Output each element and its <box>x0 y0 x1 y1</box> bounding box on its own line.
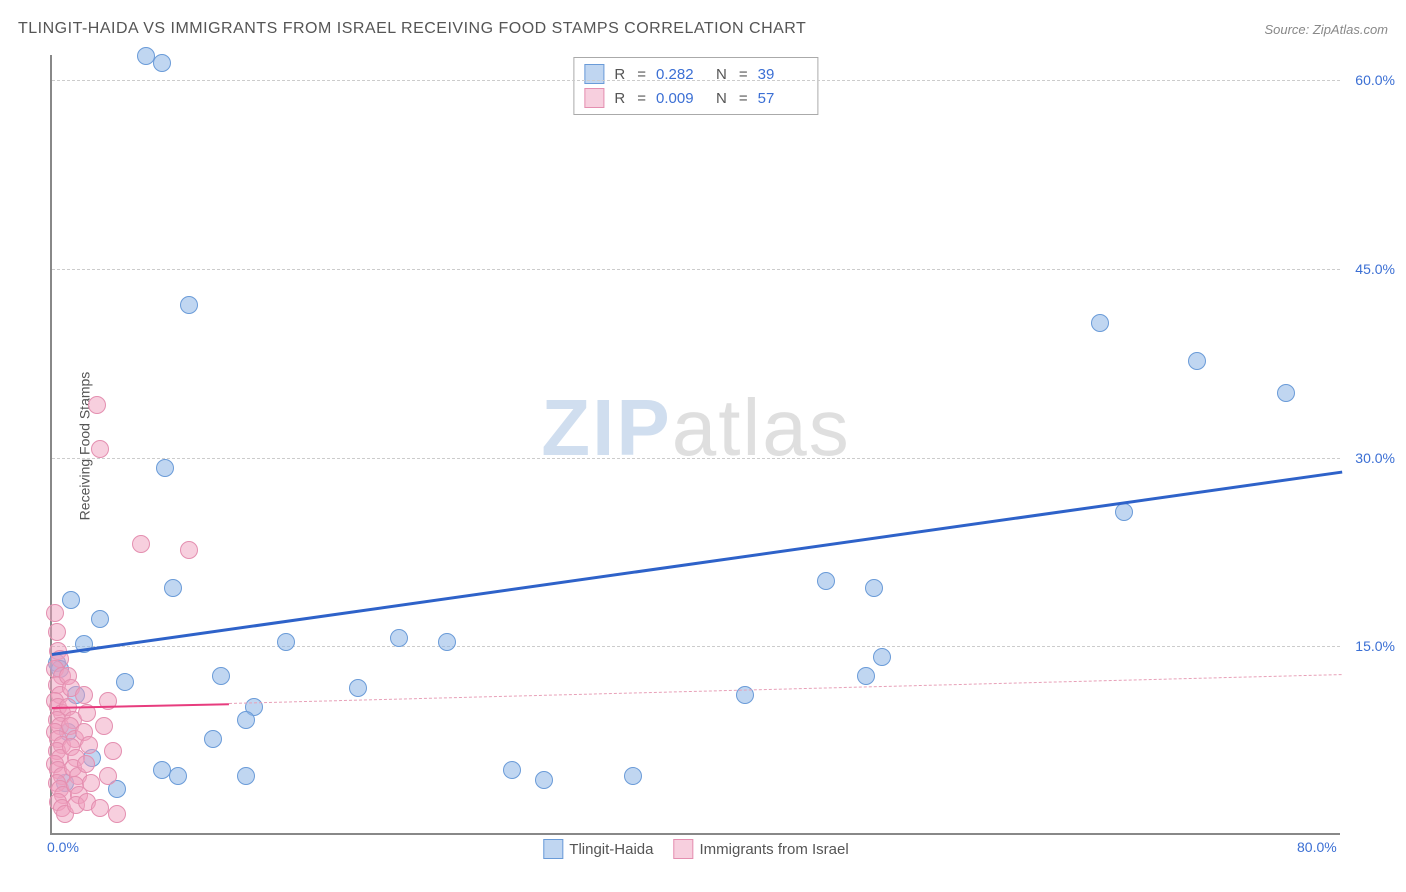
point-series1 <box>1091 314 1109 332</box>
equals-sign: = <box>739 90 748 107</box>
legend-item-series2: Immigrants from Israel <box>674 839 849 859</box>
swatch-series2 <box>584 88 604 108</box>
watermark-atlas: atlas <box>672 383 851 472</box>
point-series1 <box>736 686 754 704</box>
trend-line <box>229 674 1342 704</box>
gridline <box>52 80 1340 81</box>
legend-item-series1: Tlingit-Haida <box>543 839 653 859</box>
r-label: R <box>614 90 625 107</box>
chart-title: TLINGIT-HAIDA VS IMMIGRANTS FROM ISRAEL … <box>18 20 806 38</box>
point-series1 <box>204 730 222 748</box>
point-series1 <box>164 579 182 597</box>
point-series2 <box>104 742 122 760</box>
swatch-series2-bottom <box>674 839 694 859</box>
source-label: Source: ZipAtlas.com <box>1264 22 1388 37</box>
trend-line <box>52 703 229 709</box>
gridline <box>52 269 1340 270</box>
n-value-series2: 57 <box>758 90 808 107</box>
y-tick-label: 60.0% <box>1355 72 1395 88</box>
point-series2 <box>82 774 100 792</box>
point-series1 <box>535 771 553 789</box>
point-series1 <box>390 629 408 647</box>
legend-label-series2: Immigrants from Israel <box>700 841 849 858</box>
point-series1 <box>277 633 295 651</box>
y-tick-label: 45.0% <box>1355 261 1395 277</box>
y-tick-label: 30.0% <box>1355 450 1395 466</box>
point-series1 <box>153 54 171 72</box>
point-series1 <box>169 767 187 785</box>
point-series1 <box>237 711 255 729</box>
legend-row-series1: R = 0.282 N = 39 <box>584 62 807 86</box>
point-series1 <box>116 673 134 691</box>
point-series2 <box>99 767 117 785</box>
point-series2 <box>91 440 109 458</box>
point-series1 <box>873 648 891 666</box>
point-series2 <box>95 717 113 735</box>
watermark: ZIPatlas <box>541 382 850 474</box>
point-series2 <box>48 623 66 641</box>
legend-label-series1: Tlingit-Haida <box>569 841 653 858</box>
point-series1 <box>817 572 835 590</box>
point-series1 <box>349 679 367 697</box>
point-series1 <box>1188 352 1206 370</box>
n-label: N <box>716 90 727 107</box>
x-tick-label: 80.0% <box>1297 839 1337 855</box>
point-series1 <box>865 579 883 597</box>
gridline <box>52 646 1340 647</box>
scatter-plot: ZIPatlas R = 0.282 N = 39 R = 0.009 N = … <box>50 55 1340 835</box>
trend-line <box>52 470 1342 655</box>
point-series1 <box>237 767 255 785</box>
point-series1 <box>62 591 80 609</box>
legend-row-series2: R = 0.009 N = 57 <box>584 86 807 110</box>
point-series1 <box>1115 503 1133 521</box>
point-series2 <box>80 736 98 754</box>
point-series2 <box>108 805 126 823</box>
point-series1 <box>503 761 521 779</box>
point-series2 <box>75 686 93 704</box>
point-series2 <box>46 604 64 622</box>
correlation-legend: R = 0.282 N = 39 R = 0.009 N = 57 <box>573 57 818 115</box>
point-series2 <box>88 396 106 414</box>
point-series1 <box>1277 384 1295 402</box>
y-tick-label: 15.0% <box>1355 638 1395 654</box>
point-series1 <box>624 767 642 785</box>
point-series1 <box>857 667 875 685</box>
point-series2 <box>77 755 95 773</box>
point-series1 <box>180 296 198 314</box>
gridline <box>52 458 1340 459</box>
r-value-series2: 0.009 <box>656 90 706 107</box>
point-series2 <box>132 535 150 553</box>
point-series1 <box>438 633 456 651</box>
point-series1 <box>156 459 174 477</box>
series-legend: Tlingit-Haida Immigrants from Israel <box>543 839 848 859</box>
equals-sign: = <box>637 90 646 107</box>
swatch-series1-bottom <box>543 839 563 859</box>
point-series1 <box>212 667 230 685</box>
watermark-zip: ZIP <box>541 383 671 472</box>
point-series2 <box>180 541 198 559</box>
point-series1 <box>91 610 109 628</box>
x-tick-label: 0.0% <box>47 839 79 855</box>
